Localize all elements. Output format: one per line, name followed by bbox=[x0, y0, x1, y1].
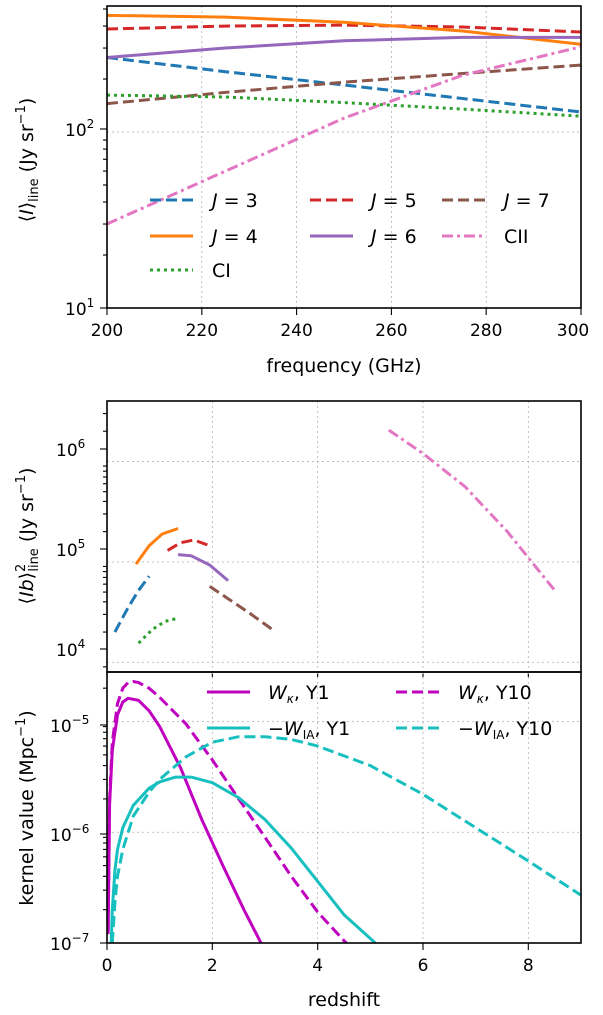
y-tick-label-10-m6: 10−6 bbox=[50, 822, 89, 846]
panel1-y-axis: 101 102 bbox=[65, 8, 107, 320]
panel3-x-axis-label: redshift bbox=[308, 989, 380, 1011]
series-line-p2-0 bbox=[113, 575, 151, 633]
legend-entry-j3: J = 3 bbox=[150, 190, 258, 212]
series-line-j-7 bbox=[107, 63, 581, 106]
y-tick-label-10-m7: 10−7 bbox=[50, 931, 89, 955]
legend-label-j3: J = 3 bbox=[208, 190, 258, 212]
legend-entry-cii: CII bbox=[442, 226, 528, 248]
series-line-p2-1 bbox=[134, 527, 179, 565]
series-line-cii bbox=[107, 45, 581, 226]
panel-kernel: 10−7 10−6 10−5 0 2 4 6 8 redshift kernel… bbox=[14, 671, 582, 1011]
legend-label-ci: CI bbox=[212, 260, 231, 282]
x-tick-label-2: 2 bbox=[207, 956, 218, 976]
legend-entry-ci: CI bbox=[150, 260, 231, 282]
panel3-frame bbox=[106, 671, 582, 944]
legend-label-wk-y1: Wκ, Y1 bbox=[268, 682, 330, 706]
panel2-y-axis: 104 105 106 bbox=[56, 412, 107, 668]
panel3-grid bbox=[107, 672, 581, 943]
legend-label-cii: CII bbox=[504, 226, 528, 248]
y-tick-label-10-4: 104 bbox=[56, 637, 85, 661]
x-tick-label-300: 300 bbox=[557, 321, 589, 341]
series-line-p2-5 bbox=[137, 616, 179, 645]
panel1-y-axis-label: ⟨I⟩line (Jy sr−1) bbox=[14, 98, 42, 223]
panel1-frame bbox=[106, 5, 582, 309]
y-tick-label-10-5: 105 bbox=[56, 537, 85, 561]
panel-line-intensity-bias: 104 105 106 ⟨Ib⟩2line (Jy sr−1) bbox=[14, 400, 582, 677]
panel1-grid bbox=[107, 6, 581, 308]
panel1-x-axis: 200 220 240 260 280 300 frequency (GHz) bbox=[91, 308, 589, 377]
series-line-ci bbox=[107, 93, 581, 118]
legend-entry-j7: J = 7 bbox=[442, 190, 550, 212]
panel1-y-minor-ticks bbox=[103, 8, 107, 256]
panel3-x-axis: 0 2 4 6 8 redshift bbox=[102, 943, 534, 1011]
series-line-p2-4 bbox=[208, 585, 274, 632]
legend-label-j5: J = 5 bbox=[367, 190, 417, 212]
panel-line-intensity: 101 102 200 220 240 260 280 300 frequenc… bbox=[14, 5, 589, 377]
series-line-w-y10 bbox=[107, 679, 349, 943]
legend-label-wia-y10: −WIA, Y10 bbox=[458, 718, 552, 742]
series-line-j-4 bbox=[107, 13, 581, 46]
x-tick-label-280: 280 bbox=[470, 321, 502, 341]
legend-label-j7: J = 7 bbox=[500, 190, 550, 212]
legend-entry-wia-y10: −WIA, Y10 bbox=[396, 718, 552, 742]
legend-label-j4: J = 4 bbox=[208, 226, 258, 248]
panel3-series bbox=[107, 679, 581, 943]
series-line-j-3 bbox=[107, 56, 581, 114]
legend-label-j6: J = 6 bbox=[367, 226, 417, 248]
x-tick-label-0: 0 bbox=[102, 956, 113, 976]
x-tick-label-260: 260 bbox=[375, 321, 407, 341]
series-line-j-6 bbox=[107, 35, 581, 59]
legend-entry-wk-y10: Wκ, Y10 bbox=[396, 682, 532, 706]
panel3-y-axis-label: kernel value (Mpc−1) bbox=[14, 710, 38, 905]
legend-label-wia-y1: −WIA, Y1 bbox=[268, 718, 350, 742]
series-line-j-5 bbox=[107, 23, 581, 34]
series-line-p2-6 bbox=[387, 428, 556, 592]
panel3-y-minor-ticks bbox=[103, 687, 107, 911]
panel1-x-axis-label: frequency (GHz) bbox=[266, 355, 421, 377]
series-line--wia-y10 bbox=[110, 735, 581, 943]
legend-entry-j6: J = 6 bbox=[310, 226, 417, 248]
legend-entry-wk-y1: Wκ, Y1 bbox=[207, 682, 330, 706]
legend-entry-j4: J = 4 bbox=[150, 226, 258, 248]
x-tick-label-8: 8 bbox=[523, 956, 534, 976]
panel3-y-axis: 10−7 10−6 10−5 bbox=[50, 687, 107, 955]
series-line-p2-2 bbox=[166, 538, 211, 552]
panel1-legend: J = 3 J = 5 J = 7 J = 4 J = 6 CII bbox=[150, 190, 550, 282]
panel2-y-axis-label: ⟨Ib⟩2line (Jy sr−1) bbox=[14, 468, 42, 605]
x-tick-label-240: 240 bbox=[280, 321, 312, 341]
y-tick-label-10-2: 102 bbox=[65, 117, 94, 141]
series-line-p2-3 bbox=[177, 553, 230, 582]
panel2-y-minor-ticks bbox=[103, 412, 107, 668]
y-tick-label-10-1: 101 bbox=[65, 296, 94, 320]
panel1-series bbox=[107, 13, 581, 226]
x-tick-label-220: 220 bbox=[186, 321, 218, 341]
y-tick-label-10-m5: 10−5 bbox=[50, 713, 89, 737]
x-tick-label-200: 200 bbox=[91, 321, 123, 341]
legend-label-wk-y10: Wκ, Y10 bbox=[458, 682, 532, 706]
panel3-legend: Wκ, Y1 Wκ, Y10 −WIA, Y1 −WIA, Y10 bbox=[207, 682, 552, 742]
y-tick-label-10-6: 106 bbox=[56, 437, 85, 461]
legend-entry-wia-y1: −WIA, Y1 bbox=[207, 718, 350, 742]
panel2-grid bbox=[107, 401, 581, 672]
x-tick-label-6: 6 bbox=[418, 956, 429, 976]
panel2-series bbox=[113, 428, 556, 645]
series-line--wia-y1 bbox=[109, 775, 378, 943]
x-tick-label-4: 4 bbox=[312, 956, 323, 976]
legend-entry-j5: J = 5 bbox=[310, 190, 417, 212]
